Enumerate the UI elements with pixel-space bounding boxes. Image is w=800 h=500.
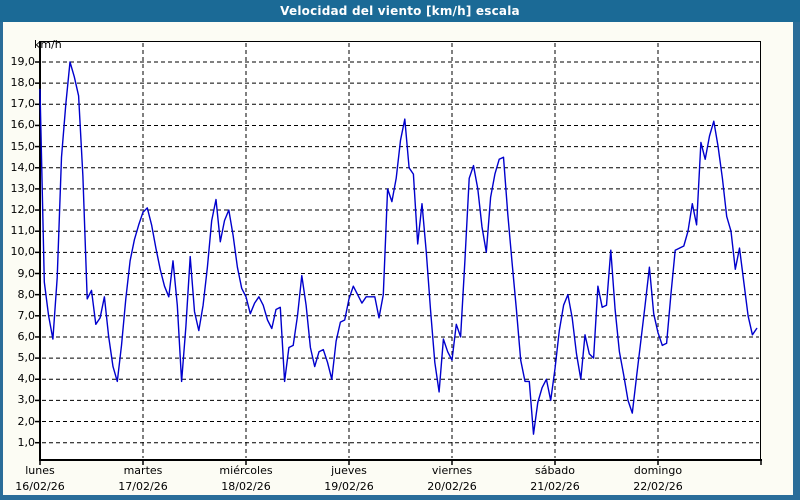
day-date: 22/02/26 bbox=[633, 480, 683, 493]
y-axis-tick-label: 10,0 bbox=[10, 245, 36, 259]
wind-speed-series bbox=[39, 61, 758, 435]
day-date: 19/02/26 bbox=[324, 480, 374, 493]
day-name: domingo bbox=[633, 464, 683, 477]
day-date: 20/02/26 bbox=[427, 480, 477, 493]
plot-area bbox=[40, 41, 761, 460]
x-axis-day-label: viernes 20/02/26 bbox=[401, 463, 503, 495]
day-date: 16/02/26 bbox=[15, 480, 65, 493]
x-axis-day-label: domingo 22/02/26 bbox=[607, 463, 709, 495]
y-axis-tick-label: 13,0 bbox=[10, 181, 36, 195]
y-axis-tick-label: 15,0 bbox=[10, 139, 36, 153]
y-axis-tick-label: 18,0 bbox=[10, 76, 36, 90]
y-axis-tick-label: 8,0 bbox=[17, 287, 36, 301]
day-date: 21/02/26 bbox=[530, 480, 580, 493]
y-axis-tick-label: 2,0 bbox=[17, 414, 36, 428]
day-name: miércoles bbox=[219, 464, 273, 477]
y-axis-tick-label: 12,0 bbox=[10, 203, 36, 217]
x-axis-day-label: sábado 21/02/26 bbox=[504, 463, 606, 495]
day-name: lunes bbox=[25, 464, 55, 477]
y-axis-tick-label: 3,0 bbox=[17, 393, 36, 407]
y-axis-unit-label: km/h bbox=[34, 38, 62, 51]
y-axis-tick-label: 4,0 bbox=[17, 372, 36, 386]
day-name: viernes bbox=[431, 464, 473, 477]
y-axis-tick-label: 11,0 bbox=[10, 224, 36, 238]
day-date: 18/02/26 bbox=[221, 480, 271, 493]
y-axis-tick-label: 16,0 bbox=[10, 118, 36, 132]
y-axis-tick-label: 17,0 bbox=[10, 97, 36, 111]
x-axis-day-label: miércoles 18/02/26 bbox=[195, 463, 297, 495]
y-axis-tick-label: 7,0 bbox=[17, 308, 36, 322]
window-title: Velocidad del viento [km/h] escala bbox=[280, 4, 520, 18]
y-axis-tick-label: 9,0 bbox=[17, 266, 36, 280]
x-axis-day-label: jueves 19/02/26 bbox=[298, 463, 400, 495]
x-axis-day-label: martes 17/02/26 bbox=[92, 463, 194, 495]
window-border-left bbox=[0, 22, 3, 500]
window-border-right bbox=[793, 22, 800, 500]
y-axis-tick-label: 1,0 bbox=[17, 435, 36, 449]
y-axis-tick-label: 14,0 bbox=[10, 160, 36, 174]
y-axis-tick-label: 6,0 bbox=[17, 329, 36, 343]
y-axis-tick-label: 19,0 bbox=[10, 55, 36, 68]
day-date: 17/02/26 bbox=[118, 480, 168, 493]
window-border-bottom bbox=[0, 495, 800, 500]
y-axis-tick-label: 5,0 bbox=[17, 351, 36, 365]
day-name: martes bbox=[123, 464, 163, 477]
title-bar: Velocidad del viento [km/h] escala bbox=[0, 0, 800, 22]
day-name: sábado bbox=[535, 464, 575, 477]
day-name: jueves bbox=[331, 464, 367, 477]
x-axis-day-label: lunes 16/02/26 bbox=[0, 463, 91, 495]
